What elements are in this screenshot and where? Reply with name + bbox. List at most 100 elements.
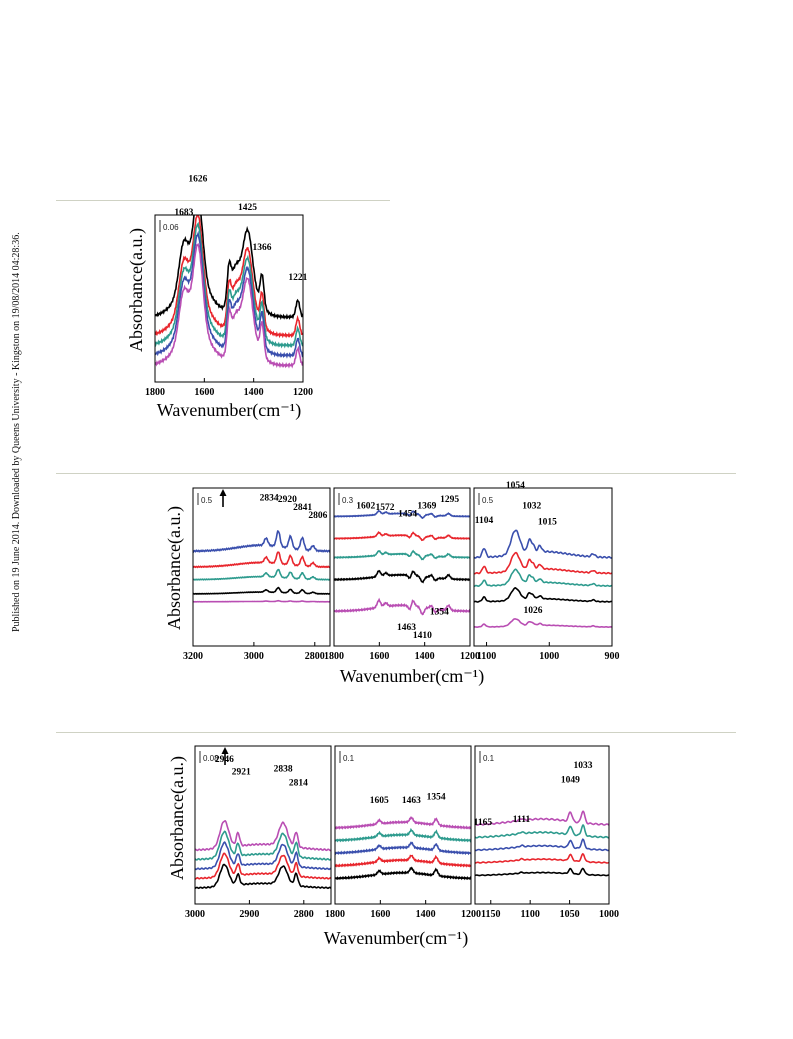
x-tick-label: 1100: [520, 909, 539, 920]
series-line-2: [474, 587, 612, 603]
series-line-3: [193, 568, 330, 581]
section-divider-3: [56, 732, 736, 733]
section-divider-2: [56, 473, 736, 474]
x-tick-label: 1600: [370, 909, 390, 920]
x-tick-label: 1400: [415, 651, 435, 662]
peak-label: 1165: [474, 818, 493, 828]
series-line-2: [335, 854, 471, 868]
panel-2: 0.1 1800 1600 1400 1200 1605 1463 1354: [325, 745, 481, 920]
series-line-5: [334, 509, 470, 520]
peak-label: 2946: [215, 755, 234, 765]
x-tick-label: 1400: [416, 909, 436, 920]
peak-label: 1454: [398, 509, 417, 519]
panel-3: 0.1 1150 1100 1050 1000 1165 1111 1049 1033: [474, 745, 619, 920]
x-tick-label: 1800: [325, 909, 345, 920]
section-divider-1: [56, 200, 390, 201]
peak-label: 1354: [427, 793, 446, 803]
x-tick-label: 900: [605, 651, 620, 662]
series-line-2: [155, 215, 303, 339]
peak-label: 1032: [522, 502, 541, 512]
x-tick-label: 1800: [324, 651, 344, 662]
scale-bar-label: 0.1: [343, 754, 355, 763]
plot-frame: [333, 487, 471, 647]
peak-label: 1111: [513, 815, 531, 825]
series-line-5: [193, 530, 330, 553]
x-tick-label: 2900: [239, 909, 259, 920]
series-line-1: [155, 215, 303, 321]
series-line-1: [475, 867, 609, 877]
series-line-5: [195, 820, 331, 852]
series-line-3: [335, 841, 471, 856]
series-line-4: [334, 531, 470, 542]
series-line-2: [195, 852, 331, 880]
plot-frame: [473, 487, 613, 647]
series-line-2: [193, 586, 330, 595]
series-line-1: [334, 597, 470, 616]
x-tick-label: 3000: [185, 909, 205, 920]
trend-arrow-icon: [219, 489, 227, 496]
x-tick-label: 1400: [244, 387, 264, 398]
y-axis-title: Absorbance(a.u.): [164, 506, 185, 630]
peak-label: 1354: [430, 607, 449, 617]
x-tick-label: 3000: [244, 651, 264, 662]
x-tick-label: 1050: [560, 909, 580, 920]
series-line-3: [475, 838, 609, 852]
x-axis-title: Wavenumber(cm⁻¹): [340, 666, 484, 687]
x-tick-label: 1200: [460, 651, 480, 662]
peak-label: 1410: [413, 631, 432, 641]
peak-label: 1295: [440, 495, 459, 505]
series-line-1: [195, 863, 331, 890]
peak-label: 1425: [238, 203, 257, 213]
plot-frame: [474, 745, 610, 905]
peak-label: 1626: [188, 175, 207, 185]
plot-frame: [192, 487, 331, 647]
x-tick-label: 1000: [599, 909, 619, 920]
series-line-4: [335, 827, 471, 843]
x-tick-label: 1800: [145, 387, 165, 398]
series-line-4: [195, 830, 331, 861]
plot-frame: [334, 745, 472, 905]
series-line-4: [155, 230, 303, 359]
y-axis-title: Absorbance(a.u.): [126, 228, 147, 352]
scale-bar-label: 0.5: [201, 496, 213, 505]
peak-label: 1463: [402, 796, 421, 806]
panel-1: 0.06 1800 1600 1400 1200 1683 1626 1425 1366 1221: [145, 175, 313, 398]
series-line-4: [474, 551, 612, 575]
x-tick-label: 1200: [293, 387, 313, 398]
peak-label: 1015: [538, 517, 557, 527]
series-line-1: [193, 599, 330, 603]
peak-label: 1683: [174, 208, 193, 218]
panel-1: 0.08 3000 2900 2800 2946 2921 2838 2814: [185, 745, 332, 920]
plot-frame: [154, 214, 304, 383]
x-axis-title: Wavenumber(cm⁻¹): [157, 400, 301, 421]
scale-bar-label: 0.3: [342, 496, 354, 505]
plot-frame: [194, 745, 332, 905]
peak-label: 1104: [475, 516, 494, 526]
panel-3: 0.5 1100 1000 900 1104 1054 1032 1015 1026: [473, 481, 620, 662]
peak-label: 1602: [356, 502, 375, 512]
series-line-5: [475, 810, 609, 826]
series-line-5: [155, 242, 303, 369]
scale-bar-label: 0.08: [203, 754, 219, 763]
x-tick-label: 1600: [194, 387, 214, 398]
x-tick-label: 3200: [183, 651, 203, 662]
peak-label: 1054: [506, 481, 525, 491]
scale-bar-label: 0.06: [163, 223, 179, 232]
peak-label: 2921: [232, 767, 251, 777]
series-line-2: [334, 569, 470, 584]
peak-label: 1033: [573, 761, 592, 771]
peak-label: 2920: [278, 495, 297, 505]
x-tick-label: 1000: [539, 651, 559, 662]
series-line-1: [474, 618, 612, 629]
series-line-3: [195, 841, 331, 871]
scale-bar-label: 0.1: [483, 754, 495, 763]
peak-label: 1049: [561, 775, 580, 785]
y-axis-title: Absorbance(a.u.): [167, 756, 188, 880]
series-line-5: [474, 529, 612, 559]
peak-label: 1366: [253, 243, 272, 253]
series-line-2: [475, 852, 609, 864]
peak-label: 1369: [417, 502, 436, 512]
